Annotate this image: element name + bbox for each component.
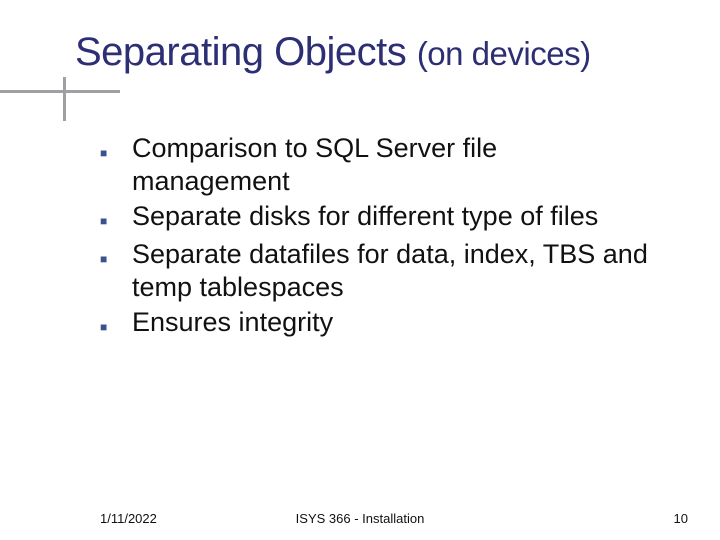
bullet-icon: ■ xyxy=(100,238,132,274)
bullet-icon: ■ xyxy=(100,200,132,236)
slide-title: Separating Objects (on devices) xyxy=(75,30,591,75)
bullet-text: Separate datafiles for data, index, TBS … xyxy=(132,238,660,304)
footer-page-number: 10 xyxy=(674,511,688,526)
list-item: ■ Separate disks for different type of f… xyxy=(100,200,660,236)
bullet-icon: ■ xyxy=(100,306,132,342)
vertical-rule xyxy=(63,77,66,121)
list-item: ■ Separate datafiles for data, index, TB… xyxy=(100,238,660,304)
slide: Separating Objects (on devices) ■ Compar… xyxy=(0,0,720,540)
list-item: ■ Ensures integrity xyxy=(100,306,660,342)
title-subtitle: (on devices) xyxy=(417,35,591,72)
title-main: Separating Objects xyxy=(75,30,417,74)
bullet-icon: ■ xyxy=(100,132,132,168)
bullet-text: Comparison to SQL Server file management xyxy=(132,132,660,198)
bullet-text: Ensures integrity xyxy=(132,306,333,339)
bullet-text: Separate disks for different type of fil… xyxy=(132,200,598,233)
horizontal-rule xyxy=(0,90,120,93)
list-item: ■ Comparison to SQL Server file manageme… xyxy=(100,132,660,198)
bullet-list: ■ Comparison to SQL Server file manageme… xyxy=(100,132,660,344)
footer-center: ISYS 366 - Installation xyxy=(0,511,720,526)
